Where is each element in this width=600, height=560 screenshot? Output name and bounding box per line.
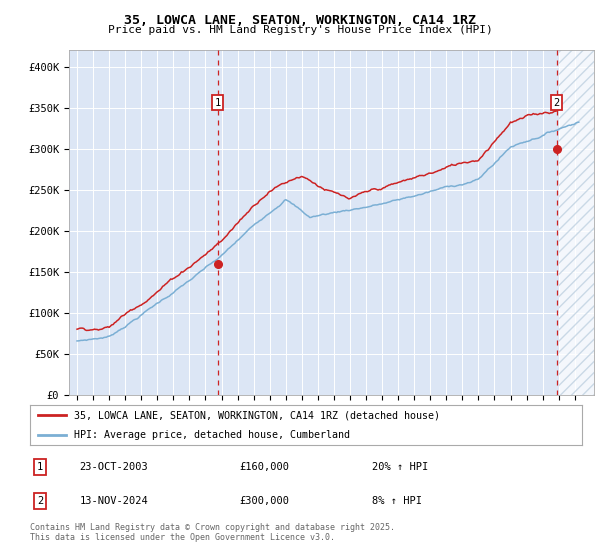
Text: Price paid vs. HM Land Registry's House Price Index (HPI): Price paid vs. HM Land Registry's House … (107, 25, 493, 35)
Text: 8% ↑ HPI: 8% ↑ HPI (372, 496, 422, 506)
Text: Contains HM Land Registry data © Crown copyright and database right 2025.
This d: Contains HM Land Registry data © Crown c… (30, 523, 395, 543)
Text: 23-OCT-2003: 23-OCT-2003 (80, 462, 148, 472)
Text: 35, LOWCA LANE, SEATON, WORKINGTON, CA14 1RZ: 35, LOWCA LANE, SEATON, WORKINGTON, CA14… (124, 14, 476, 27)
Text: 2: 2 (37, 496, 43, 506)
Text: 35, LOWCA LANE, SEATON, WORKINGTON, CA14 1RZ (detached house): 35, LOWCA LANE, SEATON, WORKINGTON, CA14… (74, 410, 440, 421)
Text: 1: 1 (214, 98, 221, 108)
Text: 20% ↑ HPI: 20% ↑ HPI (372, 462, 428, 472)
Text: £160,000: £160,000 (240, 462, 290, 472)
Text: HPI: Average price, detached house, Cumberland: HPI: Average price, detached house, Cumb… (74, 430, 350, 440)
Bar (69, 50, 559, 395)
Text: 1: 1 (37, 462, 43, 472)
Text: 13-NOV-2024: 13-NOV-2024 (80, 496, 148, 506)
Text: £300,000: £300,000 (240, 496, 290, 506)
Bar (559, 50, 600, 395)
Text: 2: 2 (554, 98, 560, 108)
